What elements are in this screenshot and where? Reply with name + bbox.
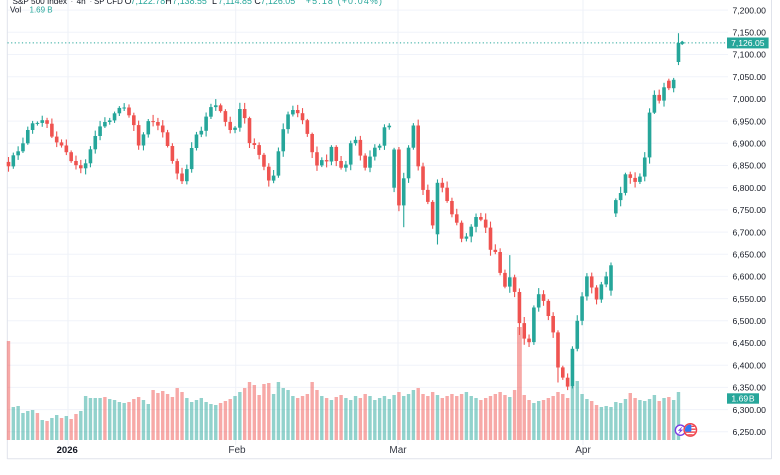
svg-text:7,000.00: 7,000.00 [733, 94, 767, 104]
svg-text:6,800.00: 6,800.00 [733, 183, 767, 193]
svg-text:1.69 B: 1.69 B [731, 394, 754, 404]
svg-text:7,138.55: 7,138.55 [172, 0, 207, 6]
svg-text:L: L [212, 0, 217, 6]
svg-text:6,550.00: 6,550.00 [733, 294, 767, 304]
svg-text:7,126.05: 7,126.05 [731, 38, 765, 48]
svg-text:Vol: Vol [10, 5, 21, 14]
svg-text:·: · [71, 0, 74, 6]
svg-text:O: O [125, 0, 132, 6]
svg-text:2026: 2026 [57, 445, 78, 456]
svg-text:·: · [90, 0, 93, 6]
svg-text:C: C [254, 0, 261, 6]
svg-text:S&P 500 Index: S&P 500 Index [13, 0, 67, 6]
svg-text:7,200.00: 7,200.00 [733, 5, 767, 15]
svg-text:6,900.00: 6,900.00 [733, 139, 767, 149]
svg-text:6,350.00: 6,350.00 [733, 383, 767, 393]
svg-text:Apr: Apr [575, 445, 591, 456]
svg-text:7,126.05: 7,126.05 [261, 0, 296, 6]
svg-text:6,700.00: 6,700.00 [733, 227, 767, 237]
svg-text:+5.18 (+0.04%): +5.18 (+0.04%) [306, 0, 383, 6]
svg-text:6,450.00: 6,450.00 [733, 338, 767, 348]
svg-text:6,300.00: 6,300.00 [733, 405, 767, 415]
svg-text:6,400.00: 6,400.00 [733, 360, 767, 370]
svg-text:6,650.00: 6,650.00 [733, 249, 767, 259]
svg-text:6,750.00: 6,750.00 [733, 205, 767, 215]
svg-text:7,100.00: 7,100.00 [733, 50, 767, 60]
svg-text:7,122.78: 7,122.78 [131, 0, 166, 6]
svg-text:6,600.00: 6,600.00 [733, 272, 767, 282]
svg-text:6,850.00: 6,850.00 [733, 161, 767, 171]
svg-text:4h: 4h [77, 0, 87, 6]
svg-text:7,114.85: 7,114.85 [218, 0, 252, 6]
svg-text:7,050.00: 7,050.00 [733, 72, 767, 82]
svg-text:6,950.00: 6,950.00 [733, 116, 767, 126]
svg-text:7,150.00: 7,150.00 [733, 28, 767, 38]
svg-text:Mar: Mar [389, 445, 407, 456]
svg-text:1.69 B: 1.69 B [30, 5, 53, 14]
svg-text:6,500.00: 6,500.00 [733, 316, 767, 326]
svg-text:Feb: Feb [228, 445, 246, 456]
svg-text:6,250.00: 6,250.00 [733, 427, 767, 437]
svg-text:SP CFD: SP CFD [94, 0, 123, 6]
svg-text:H: H [165, 0, 171, 6]
